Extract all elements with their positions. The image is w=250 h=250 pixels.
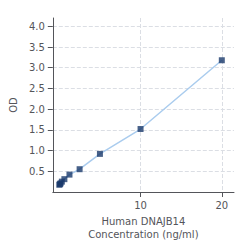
svg-text:4.0: 4.0 xyxy=(29,21,45,32)
svg-text:10: 10 xyxy=(134,200,147,211)
svg-text:2.5: 2.5 xyxy=(29,83,45,94)
svg-text:20: 20 xyxy=(215,200,228,211)
svg-text:Concentration (ng/ml): Concentration (ng/ml) xyxy=(88,229,198,240)
svg-text:2.0: 2.0 xyxy=(29,104,45,115)
svg-text:Human DNAJB14: Human DNAJB14 xyxy=(101,216,185,227)
svg-text:1.0: 1.0 xyxy=(29,145,45,156)
svg-text:3.5: 3.5 xyxy=(29,42,45,53)
svg-text:0.5: 0.5 xyxy=(29,166,45,177)
svg-text:1.5: 1.5 xyxy=(29,124,45,135)
svg-text:3.0: 3.0 xyxy=(29,62,45,73)
svg-text:OD: OD xyxy=(8,97,19,113)
